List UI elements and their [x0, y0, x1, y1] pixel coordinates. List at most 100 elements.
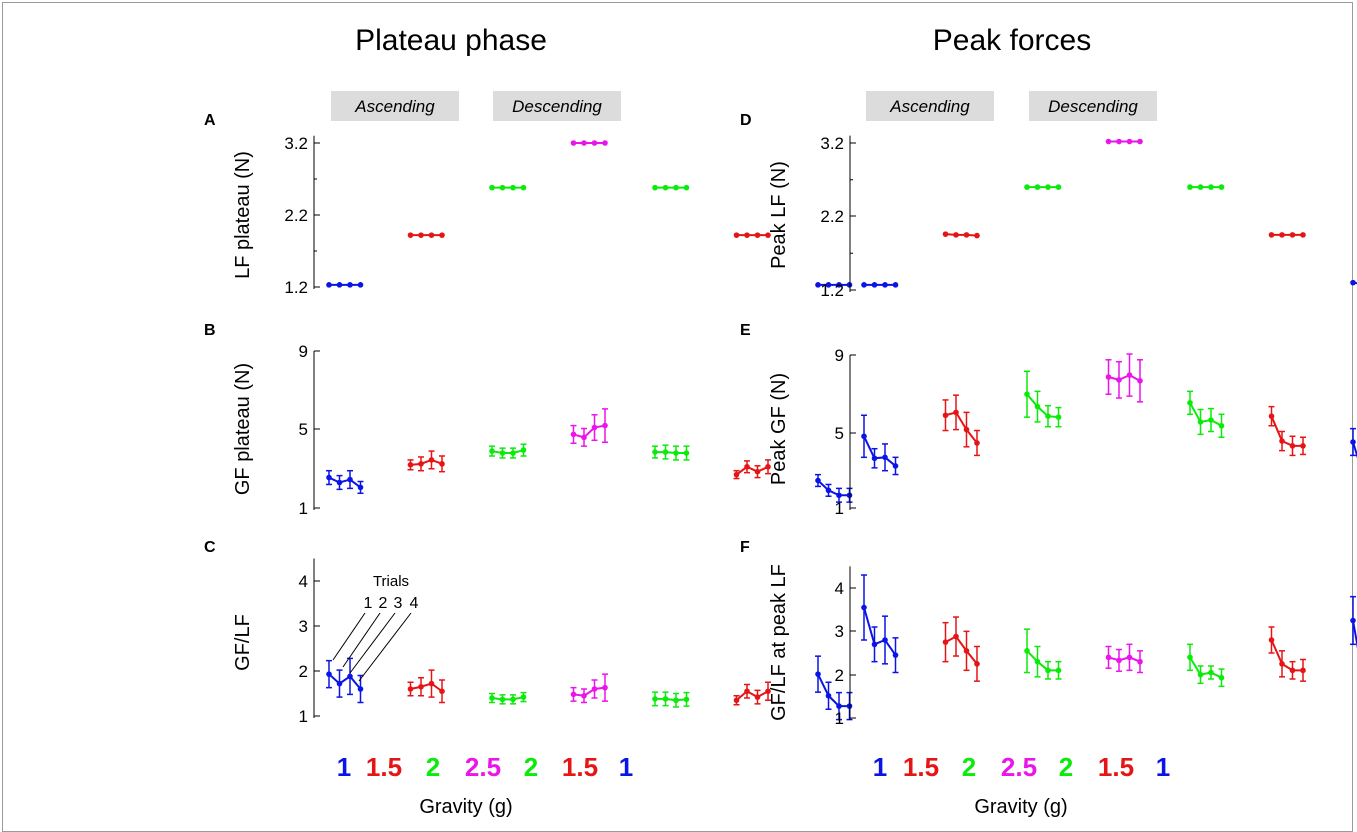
data-point	[591, 140, 598, 146]
data-point	[1300, 667, 1306, 674]
data-point	[1126, 372, 1133, 378]
panel-letter: E	[740, 322, 751, 339]
series-line	[491, 696, 524, 701]
trial-pointer	[358, 612, 412, 682]
data-point	[744, 232, 750, 238]
descending-band	[493, 91, 621, 121]
data-point	[1300, 443, 1306, 449]
data-point	[1034, 403, 1041, 410]
data-point	[428, 680, 435, 687]
series-line	[863, 435, 897, 467]
data-point	[673, 184, 679, 191]
data-point	[1116, 138, 1122, 145]
data-point	[1350, 617, 1356, 624]
series-line	[573, 686, 606, 697]
series-group-2.5	[1105, 138, 1143, 145]
gravity-labels-right: 1 1.5 2 2.5 2 1.5 1	[873, 752, 1170, 782]
data-point	[499, 184, 506, 191]
data-point	[326, 671, 332, 677]
y-tick-label: 2.2	[820, 207, 844, 226]
y-axis-label: GF/LF at peak LF	[768, 564, 790, 721]
y-tick-label: 1	[835, 709, 844, 728]
gravity-label: 1.5	[562, 752, 598, 782]
series-group-2	[1187, 184, 1225, 190]
data-point	[1187, 654, 1193, 661]
data-point	[489, 184, 495, 191]
y-tick-label: 9	[835, 346, 844, 365]
series-group-2	[1187, 390, 1225, 438]
data-point	[861, 282, 867, 288]
series-group-1.5	[733, 681, 771, 706]
data-point	[336, 282, 343, 288]
data-point	[765, 232, 771, 238]
series-line	[735, 465, 769, 476]
series-group-2.5	[570, 408, 608, 447]
data-point	[602, 422, 608, 429]
data-point	[1218, 422, 1225, 429]
data-point	[871, 455, 878, 462]
y-tick-label: 9	[299, 342, 308, 361]
data-point	[407, 462, 414, 468]
y-tick-label: 4	[835, 579, 844, 598]
data-point	[744, 688, 750, 695]
data-point	[520, 447, 527, 453]
data-point	[336, 479, 343, 486]
series-line	[573, 424, 606, 439]
y-tick-label: 1.2	[284, 278, 308, 297]
series-group-1.5	[1268, 232, 1306, 238]
gravity-label: 1.5	[903, 752, 939, 782]
data-point	[1045, 413, 1051, 420]
data-point	[581, 140, 587, 146]
y-axis-label: Peak GF (N)	[768, 373, 790, 485]
series-line	[655, 697, 687, 702]
data-point	[1126, 654, 1133, 661]
data-point	[963, 426, 970, 433]
panel-B: B 1 5 9 GF plateau (N)	[204, 322, 853, 518]
data-point	[1034, 184, 1041, 190]
data-point	[963, 648, 970, 654]
series-group-1.5	[942, 616, 980, 682]
data-point	[1289, 443, 1296, 449]
series-line	[1026, 650, 1059, 672]
data-point	[652, 696, 658, 702]
phase-bands-right: Ascending Descending	[866, 91, 1157, 121]
series-group-1	[326, 657, 364, 704]
data-point	[1126, 138, 1133, 145]
data-point	[570, 140, 577, 146]
data-point	[1055, 667, 1062, 674]
trial-number: 3	[394, 595, 403, 612]
data-point	[1137, 378, 1143, 384]
data-point	[602, 684, 608, 691]
xlabel-right: Gravity (g)	[974, 796, 1067, 818]
data-point	[963, 232, 970, 238]
data-point	[673, 697, 679, 704]
data-point	[974, 232, 980, 239]
trial-number: 1	[364, 595, 373, 612]
gravity-label: 2.5	[1001, 752, 1037, 782]
data-point	[1116, 657, 1122, 664]
series-group-1	[861, 574, 899, 674]
data-point	[662, 184, 669, 191]
data-point	[1024, 391, 1030, 398]
trial-number: 4	[410, 595, 419, 612]
data-point	[1197, 671, 1204, 678]
series-group-1.5	[407, 450, 445, 473]
descending-band	[1029, 91, 1157, 121]
panel-letter: B	[204, 322, 216, 339]
data-point	[1300, 232, 1306, 238]
data-point	[1024, 648, 1030, 654]
data-point	[357, 282, 364, 288]
data-point	[357, 484, 364, 491]
data-point	[662, 696, 669, 702]
y-tick-label: 1	[299, 707, 308, 726]
y-tick-label: 3.2	[284, 134, 308, 153]
data-point	[974, 440, 980, 446]
data-point	[1289, 667, 1296, 674]
y-tick-label: 2	[835, 666, 844, 685]
data-point	[942, 412, 949, 419]
series-group-2	[652, 444, 690, 461]
data-point	[1289, 232, 1296, 238]
gravity-label: 2	[962, 752, 976, 782]
data-point	[489, 695, 495, 701]
